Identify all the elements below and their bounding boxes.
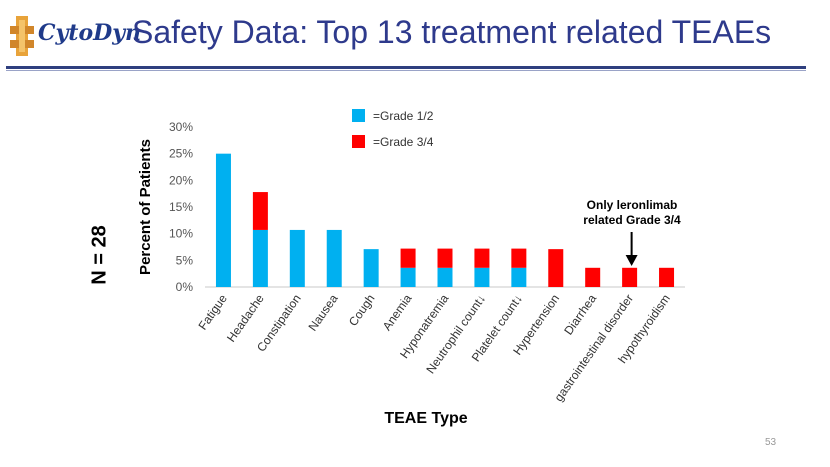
bar-grade-3-4 bbox=[437, 248, 453, 268]
bar-grade-3-4 bbox=[400, 248, 416, 268]
y-tick-label: 5% bbox=[176, 253, 194, 267]
bar-grade-1-2 bbox=[437, 267, 453, 287]
legend-swatch bbox=[352, 135, 365, 148]
bar-grade-3-4 bbox=[622, 267, 638, 287]
y-tick-label: 15% bbox=[169, 200, 193, 214]
x-tick-label: Cough bbox=[346, 292, 378, 329]
logo-emblem-icon bbox=[10, 16, 34, 56]
arrow-down-icon bbox=[625, 255, 638, 266]
cytodyn-logo: CytoDyn bbox=[8, 14, 141, 58]
bar-grade-1-2 bbox=[511, 267, 527, 287]
bar-grade-1-2 bbox=[252, 229, 268, 287]
x-tick-label: Anemia bbox=[380, 291, 415, 333]
annotation-text: related Grade 3/4 bbox=[583, 213, 681, 227]
slide-title: Safety Data: Top 13 treatment related TE… bbox=[132, 14, 772, 50]
bars bbox=[215, 153, 675, 287]
page-number: 53 bbox=[765, 437, 777, 448]
y-tick-label: 20% bbox=[169, 173, 193, 187]
bar-grade-1-2 bbox=[363, 249, 379, 287]
bar-grade-1-2 bbox=[215, 153, 231, 287]
legend-swatch bbox=[352, 109, 365, 122]
bar-grade-3-4 bbox=[252, 192, 268, 230]
bar-grade-3-4 bbox=[474, 248, 490, 268]
legend-label: =Grade 1/2 bbox=[373, 109, 434, 123]
x-tick-label: Fatigue bbox=[195, 291, 230, 332]
x-tick-label: Nausea bbox=[305, 291, 340, 333]
bar-grade-3-4 bbox=[659, 267, 675, 287]
y-tick-label: 10% bbox=[169, 227, 193, 241]
title-underline bbox=[6, 66, 806, 69]
y-tick-label: 25% bbox=[169, 147, 193, 161]
x-axis-label: TEAE Type bbox=[384, 410, 467, 427]
bar-grade-3-4 bbox=[585, 267, 601, 287]
title-underline-thin bbox=[6, 70, 806, 71]
y-axis-ticks: 0% 5% 10% 15% 20% 25% 30% bbox=[169, 120, 193, 294]
y-tick-label: 30% bbox=[169, 120, 193, 134]
y-tick-label: 0% bbox=[176, 280, 194, 294]
legend: =Grade 1/2 =Grade 3/4 bbox=[352, 109, 434, 149]
annotation-text: Only leronlimab bbox=[587, 198, 678, 212]
bar-grade-3-4 bbox=[548, 249, 564, 287]
bar-grade-1-2 bbox=[326, 229, 342, 287]
logo-text: CytoDyn bbox=[38, 20, 141, 46]
legend-label: =Grade 3/4 bbox=[373, 135, 434, 149]
bar-grade-1-2 bbox=[400, 267, 416, 287]
bar-grade-1-2 bbox=[289, 229, 305, 287]
bar-grade-1-2 bbox=[474, 267, 490, 287]
bar-grade-3-4 bbox=[511, 248, 527, 268]
x-tick-label: Diarrhea bbox=[561, 291, 599, 337]
y-axis-label: Percent of Patients bbox=[137, 139, 154, 275]
